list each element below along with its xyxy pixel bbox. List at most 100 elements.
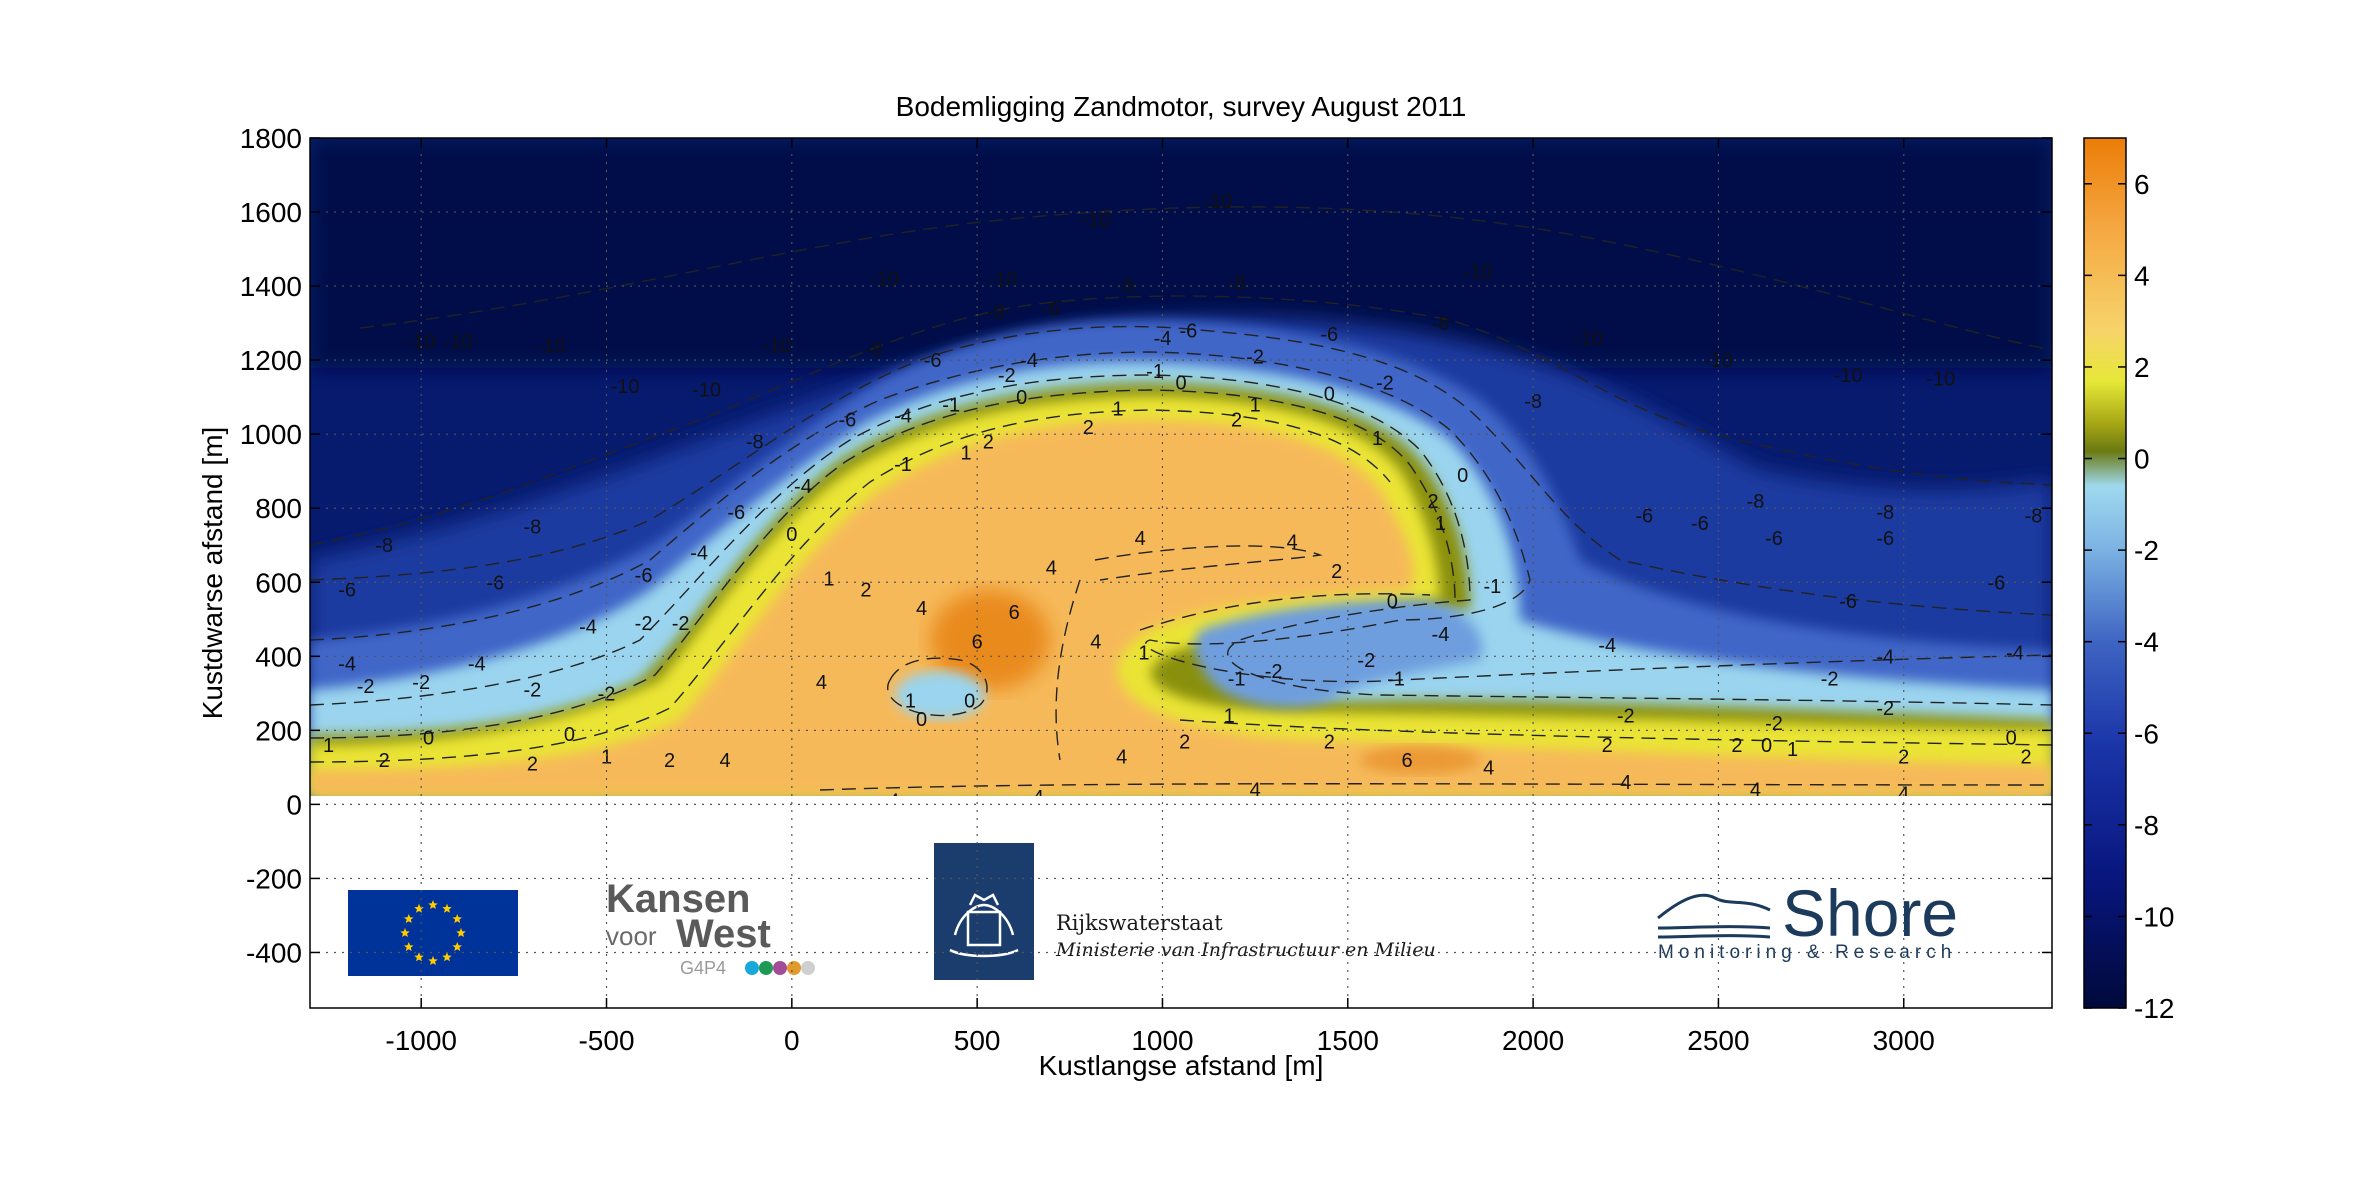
contour-label: 0: [964, 691, 975, 713]
contour-labels: -10 -10 -10-10 -10-10-10 -10-10-10-10-10-10-…: [323, 191, 2042, 813]
eu-star-icon: [414, 952, 424, 962]
x-tick-label: 1500: [1317, 1025, 1379, 1056]
contour-label: 2: [1231, 409, 1242, 431]
contour-label: 0: [1324, 383, 1335, 405]
contour-label: -1: [1483, 576, 1501, 598]
contour-label: -2: [523, 680, 541, 702]
eu-star-icon: [456, 928, 466, 938]
contour-label: 2: [1898, 746, 1909, 768]
contour-line: [310, 374, 2052, 706]
eu-star-icon: [452, 914, 462, 924]
contour-label: 4: [888, 791, 899, 813]
contour-label: 0: [1387, 591, 1398, 613]
eu-star-icon: [442, 952, 452, 962]
contour-label: -4: [1020, 350, 1038, 372]
contour-label: -2: [1617, 706, 1635, 728]
contour-label: -4: [2006, 643, 2024, 665]
lake-fill: [1194, 600, 1483, 708]
contour-label: -6: [338, 580, 356, 602]
contour-label: 4: [720, 750, 731, 772]
contour-label: -2: [998, 365, 1016, 387]
contour-label: 1: [323, 735, 334, 757]
contour-label: 4: [1287, 532, 1298, 554]
contour-label: -2: [672, 613, 690, 635]
y-tick-label: -400: [246, 937, 302, 968]
eu-star-icon: [414, 903, 424, 913]
kansen-dots: [745, 961, 815, 975]
contour-label: 2: [860, 580, 871, 602]
colorbar-tick-label: 2: [2134, 352, 2150, 383]
contour-label: -6: [1691, 513, 1709, 535]
contour-label: 1: [1250, 395, 1261, 417]
kansen-voor: voor: [606, 921, 657, 951]
grid-lines: [310, 138, 2052, 1008]
eu-star-icon: [428, 900, 438, 910]
contour-label: -10: [444, 332, 473, 354]
contour-label: -2: [1376, 372, 1394, 394]
contour-label: 4: [1483, 757, 1494, 779]
contour-label: 2: [527, 754, 538, 776]
contour-label: 4: [1750, 780, 1761, 802]
colorbar-gradient: [2083, 137, 2127, 1009]
y-tick-label: 200: [255, 715, 302, 746]
plot-frame: [309, 137, 2053, 1009]
contour-label: 2: [664, 750, 675, 772]
contour-label: -6: [1180, 321, 1198, 343]
contour-label: 2: [379, 750, 390, 772]
contour-label: -6: [1765, 528, 1783, 550]
contour-line: [359, 206, 2052, 351]
contour-label: -6: [1839, 591, 1857, 613]
contour-label: 0: [423, 728, 434, 750]
contour-label: -10: [692, 380, 721, 402]
contour-label: -4: [468, 654, 486, 676]
contour-label: -10: [1081, 209, 1110, 231]
contour-line: [1055, 579, 1081, 761]
contour-label: -1: [942, 395, 960, 417]
contour-label: -2: [1765, 713, 1783, 735]
contour-label: -10: [1574, 328, 1603, 350]
kansen-west: West: [676, 912, 771, 956]
rws-title: Rijkswaterstaat: [1056, 911, 1223, 935]
contour-label: 1: [823, 569, 834, 591]
contour-label: -10: [407, 332, 436, 354]
contour-label: 0: [916, 709, 927, 731]
contour-label: 0: [2006, 728, 2017, 750]
contour-label: -8: [1524, 391, 1542, 413]
contour-label: 4: [1116, 746, 1127, 768]
contour-line: [1139, 593, 1431, 631]
colorbar-tick-label: -6: [2134, 718, 2159, 749]
contour-label: 2: [1602, 735, 1613, 757]
contour-label: -10: [763, 335, 792, 357]
contour-label: -4: [1598, 635, 1616, 657]
colorbar-tick-label: 4: [2134, 260, 2150, 291]
shore-logo: Shore Monitoring & Research: [1657, 876, 1958, 963]
y-tick-label: 0: [286, 789, 302, 820]
contour-label: 0: [1016, 387, 1027, 409]
contour-label: 0: [786, 524, 797, 546]
contour-label: -4: [579, 617, 597, 639]
contour-label: 4: [1135, 528, 1146, 550]
rws-subtitle: Ministerie van Infrastructuur en Milieu: [1055, 939, 1436, 961]
contour-line: [1179, 719, 2052, 746]
contour-label: -10: [1926, 369, 1955, 391]
contour-label: -10: [870, 269, 899, 291]
contour-label: -10: [1204, 191, 1233, 213]
logo-strip-background: [310, 796, 2052, 1008]
contour-label: 4: [1033, 787, 1044, 809]
contour-label: 6: [1402, 750, 1413, 772]
contour-label: -2: [357, 676, 375, 698]
y-tick-label: 1400: [240, 271, 302, 302]
x-tick-label: -1000: [385, 1025, 457, 1056]
contour-line: [310, 295, 2052, 546]
eu-flag: [348, 890, 518, 976]
kansen-dot: [801, 961, 815, 975]
contour-label: -1: [1146, 361, 1164, 383]
contour-lines: [310, 206, 2052, 791]
high-point-south-fill: [1360, 746, 1480, 774]
contour-label: -6: [635, 565, 653, 587]
contour-label: 1: [960, 443, 971, 465]
contour-label: 1: [601, 746, 612, 768]
y-tick-label: 1000: [240, 419, 302, 450]
contour-label: -8: [987, 302, 1005, 324]
colorbar-tick-label: -8: [2134, 810, 2159, 841]
